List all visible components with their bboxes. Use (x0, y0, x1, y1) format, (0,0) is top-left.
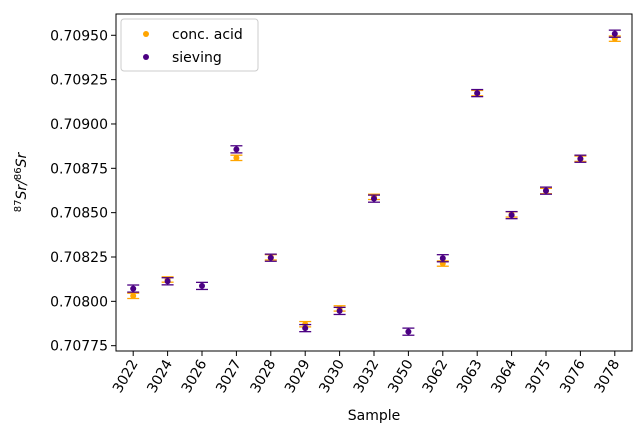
y-tick-label: 0.70800 (50, 294, 108, 310)
data-point-sieving (371, 195, 377, 202)
x-tick-label: 3026 (179, 357, 211, 396)
x-tick-label: 3029 (282, 357, 314, 396)
legend-marker-sieving (143, 54, 149, 60)
legend-label-conc-acid: conc. acid (172, 27, 243, 43)
y-label-sup-87: 87 (13, 200, 24, 213)
data-point-sieving (267, 254, 274, 261)
data-point-conc-acid (233, 154, 240, 161)
y-tick-label: 0.70825 (50, 250, 108, 266)
x-tick-label: 3062 (420, 357, 452, 396)
y-axis-label: 87Sr/86Sr (13, 152, 31, 213)
x-axis-label: Sample (348, 408, 401, 423)
x-tick-label: 3022 (110, 357, 142, 396)
legend-label-sieving: sieving (172, 50, 222, 66)
plot-area (127, 29, 621, 336)
x-tick-label: 3027 (213, 357, 245, 396)
data-point-sieving (439, 255, 446, 262)
y-label-base-sr2: Sr (14, 152, 30, 168)
x-tick-label: 3076 (557, 357, 589, 396)
data-point-sieving (474, 90, 481, 97)
x-tick-label: 3075 (523, 357, 555, 396)
data-point-sieving (164, 278, 171, 285)
x-axis: 3022 3024 3026 3027 3028 3029 3030 3032 3050 3062… (110, 351, 623, 396)
x-tick-label: 3024 (144, 357, 176, 396)
data-point-sieving (233, 146, 240, 153)
legend-box (120, 18, 259, 72)
y-label-sup-86: 86 (13, 167, 24, 180)
data-point-sieving (508, 212, 515, 219)
x-tick-label: 3064 (488, 357, 520, 396)
y-label-base-sr: Sr/ (14, 179, 30, 200)
x-tick-label: 3028 (248, 357, 280, 396)
data-point-sieving (611, 30, 618, 37)
y-axis: 0.70775 0.70800 0.70825 0.70850 0.70875 0.709… (50, 28, 116, 355)
x-tick-label: 3032 (351, 357, 383, 396)
x-tick-label: 3063 (454, 357, 486, 396)
y-tick-label: 0.70775 (50, 339, 108, 355)
y-tick-label: 0.70900 (50, 117, 108, 133)
y-tick-label: 0.70950 (50, 28, 108, 44)
data-point-sieving (405, 328, 412, 335)
data-point-sieving (543, 187, 549, 194)
x-tick-label: 3030 (316, 357, 348, 396)
data-point-sieving (336, 307, 343, 314)
legend: conc. acid sieving (120, 18, 259, 72)
data-point-sieving (302, 325, 309, 332)
data-point-sieving (199, 282, 205, 289)
data-point-sieving (130, 285, 137, 292)
data-point-sieving (577, 155, 584, 162)
data-point-conc-acid (130, 292, 137, 299)
y-tick-label: 0.70875 (50, 161, 108, 177)
y-tick-label: 0.70925 (50, 73, 108, 89)
legend-marker-conc-acid (143, 31, 149, 37)
x-tick-label: 3050 (385, 357, 417, 396)
y-tick-label: 0.70850 (50, 206, 108, 222)
x-tick-label: 3078 (592, 357, 624, 396)
